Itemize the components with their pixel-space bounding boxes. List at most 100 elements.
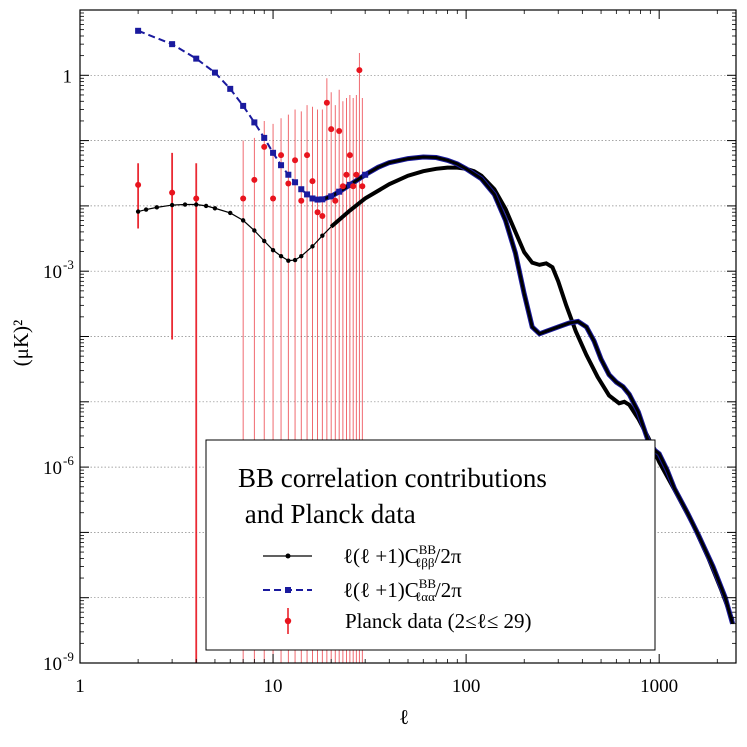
planck-point — [240, 195, 247, 202]
y-tick-label: 10 — [43, 262, 62, 283]
series-beta-point — [320, 233, 325, 238]
legend-title-line-2: and Planck data — [238, 499, 416, 529]
x-tick-label: 1 — [75, 676, 85, 697]
series-beta-point — [143, 207, 149, 212]
legend-beta-label: ℓ(ℓ +1)CBB ℓββ/2π — [343, 542, 462, 570]
planck-point — [356, 67, 363, 74]
series-alpha-point — [328, 193, 335, 200]
planck-point — [343, 171, 350, 178]
series-alpha-line-core — [317, 155, 735, 625]
planck-point — [261, 143, 268, 150]
y-tick-label: 10 — [43, 458, 62, 479]
series-alpha-point — [227, 85, 234, 92]
series-alpha-point — [251, 119, 258, 126]
series-alpha-line-dashed — [137, 29, 351, 201]
series-alpha-point — [135, 27, 142, 34]
planck-point — [298, 197, 305, 204]
planck-point — [350, 183, 357, 190]
series-beta-point — [203, 203, 209, 209]
series-alpha-point — [278, 162, 285, 169]
series-beta-point — [228, 210, 233, 216]
series-alpha-point — [298, 186, 305, 193]
series-beta-point — [270, 247, 276, 253]
y-axis-label: (μK)² — [9, 320, 33, 367]
series-beta-point — [169, 202, 175, 208]
legend-planck-label: Planck data (2≤ℓ≤ 29) — [345, 609, 531, 633]
series-beta-point — [182, 202, 188, 207]
series-beta-point — [310, 244, 315, 249]
legend-alpha-sub: ℓαα — [415, 589, 435, 604]
planck-point — [251, 176, 258, 183]
legend-planck-marker — [284, 617, 292, 625]
series-alpha-point — [211, 69, 218, 76]
legend-title-line-1: BB correlation contributions — [238, 463, 547, 493]
planck-point — [285, 180, 292, 187]
series-alpha-point — [346, 181, 353, 188]
planck-point — [314, 209, 321, 216]
planck-point — [346, 152, 353, 159]
series-alpha-point — [362, 171, 369, 178]
planck-point — [135, 181, 142, 188]
series-alpha-point — [285, 171, 292, 178]
planck-point — [332, 197, 339, 204]
x-tick-label: 10 — [264, 676, 283, 697]
series-alpha-point — [309, 195, 316, 202]
series-beta-point — [262, 238, 267, 244]
legend-alpha-label: ℓ(ℓ +1)CBB ℓαα/2π — [343, 576, 462, 604]
planck-points — [135, 67, 366, 220]
x-tick-label: 100 — [452, 676, 481, 697]
planck-point — [328, 126, 335, 133]
series-alpha-point — [336, 188, 343, 195]
series-beta-point — [292, 257, 298, 263]
series-beta-point — [154, 205, 160, 210]
series-beta-point — [212, 206, 218, 211]
legend-box — [205, 439, 656, 651]
legend-alpha-suffix: /2π — [435, 578, 462, 602]
legend: BB correlation contributions and Planck … — [205, 439, 656, 651]
series-alpha-point — [292, 179, 299, 186]
legend-beta-marker — [285, 553, 291, 559]
legend-beta-sub: ℓββ — [415, 555, 435, 570]
series-alpha-point — [193, 55, 200, 62]
planck-point — [169, 189, 176, 196]
planck-point — [193, 195, 200, 202]
series-alpha-point — [314, 196, 321, 203]
y-tick-exponent: -9 — [63, 649, 74, 664]
legend-alpha-prefix: ℓ(ℓ +1)C — [343, 578, 419, 602]
series-beta-point — [252, 228, 257, 233]
planck-point — [270, 195, 277, 202]
x-tick-label: 1000 — [640, 676, 678, 697]
series-alpha-point — [261, 134, 268, 141]
series-alpha-point — [319, 196, 326, 203]
planck-point — [339, 183, 346, 190]
planck-point — [278, 152, 285, 159]
legend-beta-suffix: /2π — [435, 544, 462, 568]
planck-point — [323, 99, 330, 106]
series-alpha-point — [270, 149, 277, 156]
y-tick-exponent: -3 — [63, 257, 74, 272]
planck-point — [292, 157, 299, 164]
series-beta-point — [194, 202, 199, 207]
series-beta-point — [240, 218, 246, 223]
series-beta-point — [299, 253, 304, 259]
planck-point — [304, 152, 311, 159]
y-tick-label: 1 — [63, 66, 73, 87]
series-beta-point — [278, 253, 284, 259]
legend-alpha-marker — [285, 587, 291, 593]
legend-beta-sup: BB — [419, 542, 437, 557]
legend-alpha-sup: BB — [419, 576, 437, 591]
planck-point — [359, 183, 366, 190]
y-tick-label: 10 — [43, 654, 62, 675]
y-tick-exponent: -6 — [63, 453, 74, 468]
series-alpha-point — [240, 102, 247, 109]
planck-point — [336, 128, 343, 135]
legend-beta-prefix: ℓ(ℓ +1)C — [343, 544, 419, 568]
series-beta-point — [286, 258, 291, 263]
series-lines — [135, 27, 735, 625]
series-alpha-point — [169, 41, 176, 48]
planck-point — [353, 171, 360, 178]
planck-point — [309, 178, 316, 185]
planck-point — [319, 213, 326, 220]
